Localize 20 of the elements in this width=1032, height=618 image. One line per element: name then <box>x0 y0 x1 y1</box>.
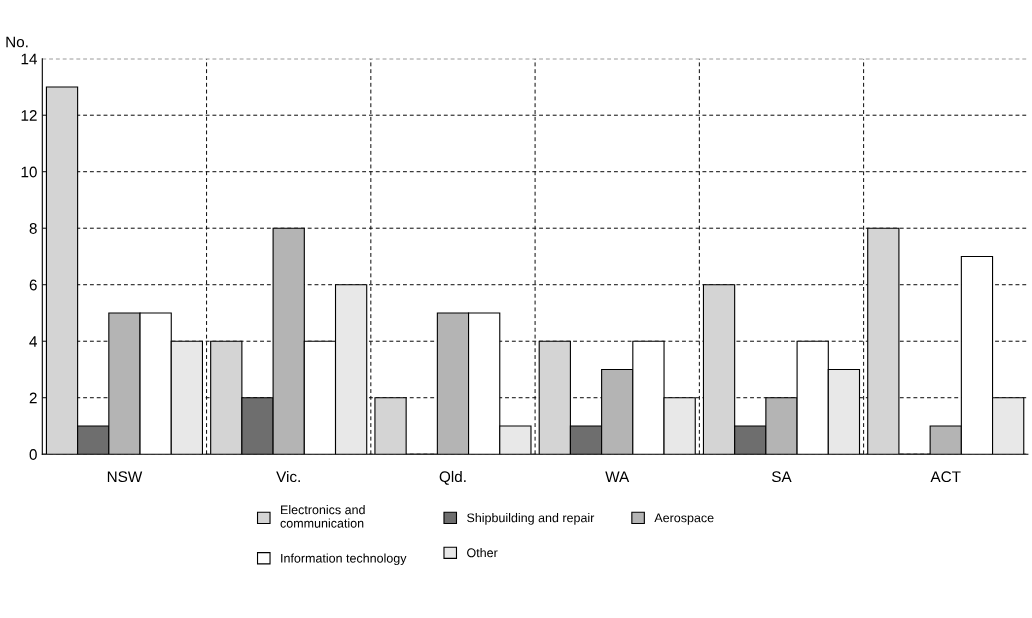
y-tick-label: 14 <box>21 53 38 65</box>
y-tick-label: 8 <box>29 223 37 234</box>
legend-label: Electronics and communication <box>280 505 365 528</box>
legend-label: Shipbuilding and repair <box>467 513 595 525</box>
legend-label: Information technology <box>281 553 407 566</box>
legend-label: Aerospace <box>654 513 714 525</box>
x-tick-label: SA <box>771 471 792 483</box>
y-tick-label: 10 <box>21 166 37 178</box>
legend-label: Other <box>467 548 498 558</box>
x-tick-label: NSW <box>107 471 143 483</box>
x-tick-label: Vic. <box>276 470 300 483</box>
x-tick-label: Qld. <box>439 470 466 485</box>
y-axis-title: No. <box>6 36 28 48</box>
x-tick-label: ACT <box>930 471 961 483</box>
y-tick-label: 12 <box>21 110 37 121</box>
y-tick-label: 0 <box>29 449 37 460</box>
y-tick-label: 6 <box>29 279 37 291</box>
y-tick-label: 2 <box>29 392 37 404</box>
x-tick-label: WA <box>605 471 630 482</box>
y-tick-label: 4 <box>29 336 37 347</box>
